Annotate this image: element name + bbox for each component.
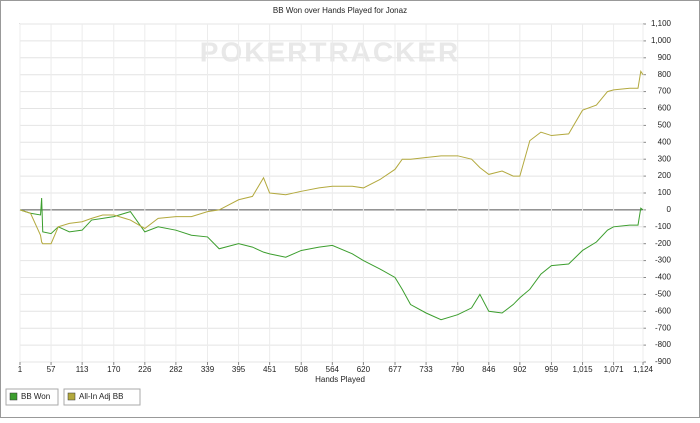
x-tick-label: 620 — [357, 365, 371, 374]
x-tick-label: 564 — [326, 365, 340, 374]
y-tick-label: 200 — [658, 171, 672, 180]
x-tick-label: 1,071 — [604, 365, 625, 374]
y-tick-label: -400 — [655, 273, 672, 282]
series-line — [19, 69, 644, 245]
x-tick-label: 282 — [169, 365, 183, 374]
y-tick-label: 100 — [658, 188, 672, 197]
y-tick-label: 300 — [658, 154, 672, 163]
y-tick-label: 800 — [658, 70, 672, 79]
x-tick-label: 959 — [545, 365, 559, 374]
y-tick-label: -800 — [655, 340, 672, 349]
y-tick-label: -200 — [655, 239, 672, 248]
y-tick-label: 600 — [658, 104, 672, 113]
y-tick-label: 1,000 — [651, 36, 672, 45]
x-tick-label: 1,015 — [573, 365, 594, 374]
x-tick-label: 508 — [295, 365, 309, 374]
chart-title: BB Won over Hands Played for Jonaz — [273, 6, 407, 15]
legend-box — [5, 388, 59, 406]
x-tick-label: 451 — [263, 365, 277, 374]
x-tick-label: 395 — [232, 365, 246, 374]
x-axis-label: Hands Played — [315, 375, 365, 384]
y-tick-label: -900 — [655, 357, 672, 366]
y-tick-label: -700 — [655, 323, 672, 332]
x-tick-label: 677 — [388, 365, 402, 374]
legend-label: BB Won — [21, 392, 50, 401]
x-tick-label: 170 — [107, 365, 121, 374]
y-tick-label: 0 — [667, 205, 672, 214]
y-tick-label: 900 — [658, 53, 672, 62]
x-tick-label: 339 — [201, 365, 215, 374]
y-tick-label: 500 — [658, 121, 672, 130]
x-tick-label: 1,124 — [633, 365, 654, 374]
y-tick-label: -100 — [655, 222, 672, 231]
x-tick-label: 113 — [76, 365, 89, 374]
watermark: POKERTRACKER — [200, 36, 460, 67]
x-tick-label: 1 — [18, 365, 23, 374]
series-line — [19, 198, 644, 321]
y-tick-label: 1,100 — [651, 19, 672, 28]
y-tick-label: -300 — [655, 256, 672, 265]
x-tick-label: 733 — [419, 365, 433, 374]
legend-label: All-In Adj BB — [79, 392, 123, 401]
x-tick-label: 902 — [513, 365, 527, 374]
y-tick-label: 400 — [658, 137, 672, 146]
y-tick-label: -600 — [655, 306, 672, 315]
x-tick-label: 57 — [47, 365, 56, 374]
legend-swatch — [67, 392, 76, 401]
x-tick-label: 846 — [482, 365, 496, 374]
legend-swatch — [9, 392, 18, 401]
x-tick-label: 790 — [451, 365, 465, 374]
y-tick-label: 700 — [658, 87, 672, 96]
legend-box — [63, 388, 141, 406]
x-tick-label: 226 — [138, 365, 152, 374]
y-tick-label: -500 — [655, 290, 672, 299]
